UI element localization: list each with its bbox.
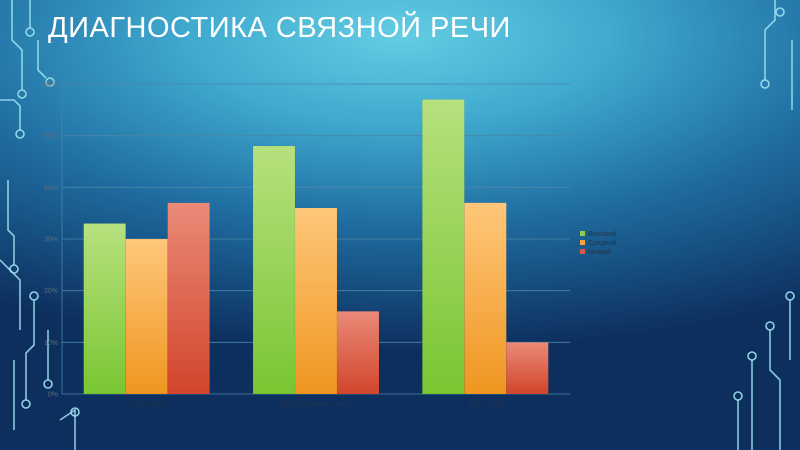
y-tick-label: 0% (48, 392, 58, 399)
bars (83, 99, 549, 395)
legend-swatch (580, 240, 585, 245)
bar-high (252, 145, 296, 395)
y-tick-label: 10% (44, 340, 58, 347)
bar-mid (125, 238, 168, 395)
y-tick-label: 50% (44, 133, 58, 140)
bar-low (167, 202, 210, 395)
legend-label: Высокий (588, 230, 616, 238)
y-tick-label: 40% (44, 185, 58, 192)
y-tick-label: 60% (44, 82, 58, 89)
x-category-label: 2012-2013 (130, 401, 164, 408)
slide-title: ДИАГНОСТИКА СВЯЗНОЙ РЕЧИ (48, 12, 511, 44)
bar-mid (294, 207, 338, 395)
legend-label: Низкий (588, 248, 611, 256)
y-tick-label: 20% (44, 288, 58, 295)
bar-high (422, 99, 465, 395)
x-category-label: 2013-2014 (469, 401, 503, 408)
y-tick-label: 30% (44, 237, 58, 244)
bar-low (336, 311, 380, 395)
bar-low (506, 342, 549, 395)
x-category-label: 2012-2013(конец года) (279, 401, 352, 408)
legend-label: Средний (588, 239, 617, 247)
bar-mid (464, 202, 507, 395)
bar-high (83, 223, 126, 395)
legend-swatch (580, 249, 585, 254)
legend-swatch (580, 231, 585, 236)
x-axis-categories: 2012-2013 2012-2013(конец года) 2013-2014 (130, 401, 502, 408)
y-axis-ticks: 0% 10% 20% 30% 40% 50% 60% (44, 82, 58, 399)
